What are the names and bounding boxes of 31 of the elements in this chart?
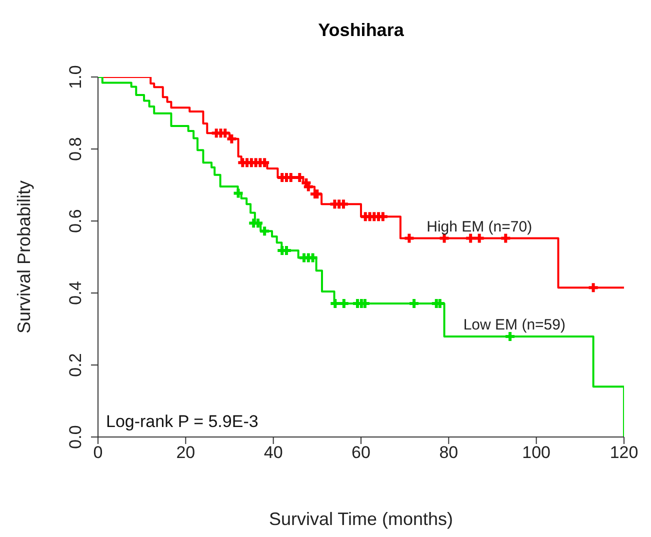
x-axis-title: Survival Time (months) bbox=[268, 509, 454, 529]
y-tick-label: 0.0 bbox=[66, 425, 85, 449]
point bbox=[588, 283, 598, 292]
x-tick-label: 100 bbox=[522, 443, 551, 462]
y-axis-title: Survival Probability bbox=[14, 180, 34, 334]
point bbox=[466, 234, 476, 243]
chart-title: Yoshihara bbox=[318, 20, 405, 40]
annotation: Log-rank P = 5.9E-3 bbox=[106, 412, 258, 431]
x-tick-label: 120 bbox=[610, 443, 638, 462]
y-tick-label: 0.8 bbox=[66, 137, 85, 161]
point bbox=[339, 298, 348, 308]
point bbox=[404, 234, 414, 243]
point bbox=[234, 188, 243, 198]
x-tick-label: 80 bbox=[439, 443, 458, 462]
x-tick-label: 20 bbox=[176, 443, 196, 462]
annotation: Low EM (n=59) bbox=[463, 316, 566, 334]
point bbox=[295, 172, 304, 182]
point bbox=[227, 134, 236, 144]
x-tick-label: 0 bbox=[93, 443, 103, 462]
y-tick-label: 0.2 bbox=[66, 353, 85, 377]
point bbox=[506, 332, 515, 342]
y-tick-label: 0.6 bbox=[66, 209, 85, 233]
point bbox=[474, 234, 484, 243]
x-tick-label: 40 bbox=[264, 443, 283, 462]
point bbox=[410, 298, 419, 308]
y-tick-label: 0.4 bbox=[66, 281, 85, 305]
y-tick-label: 1.0 bbox=[66, 65, 85, 89]
point bbox=[330, 298, 340, 308]
annotation: High EM (n=70) bbox=[426, 218, 532, 236]
x-tick-label: 60 bbox=[352, 443, 370, 462]
point bbox=[260, 226, 270, 236]
